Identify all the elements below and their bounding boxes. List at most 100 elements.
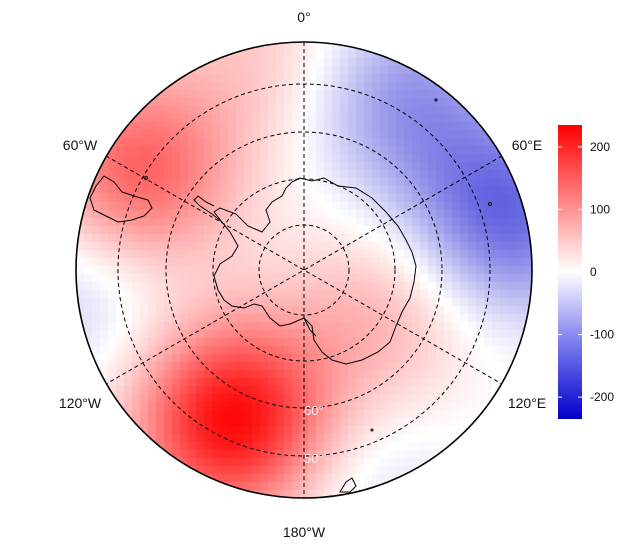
- field-cell: [316, 162, 325, 171]
- field-cell: [236, 218, 245, 227]
- field-cell: [212, 346, 221, 355]
- field-cell: [388, 378, 397, 387]
- field-cell: [340, 90, 349, 99]
- field-cell: [236, 114, 245, 123]
- field-cell: [412, 314, 421, 323]
- field-cell: [428, 322, 437, 331]
- field-cell: [116, 370, 125, 379]
- field-cell: [516, 314, 525, 323]
- field-cell: [404, 338, 413, 347]
- field-cell: [340, 82, 349, 91]
- field-cell: [420, 146, 429, 155]
- field-cell: [180, 146, 189, 155]
- field-cell: [252, 258, 261, 267]
- field-cell: [252, 82, 261, 91]
- field-cell: [348, 426, 357, 435]
- field-cell: [124, 130, 133, 139]
- antarctic-peninsula: [193, 195, 223, 223]
- field-cell: [476, 370, 485, 379]
- field-cell: [364, 282, 373, 291]
- field-cell: [164, 394, 173, 403]
- field-cell: [100, 218, 109, 227]
- field-cell: [348, 274, 357, 283]
- field-cell: [412, 154, 421, 163]
- field-cell: [252, 298, 261, 307]
- field-cell: [372, 394, 381, 403]
- field-cell: [420, 122, 429, 131]
- field-cell: [180, 458, 189, 467]
- field-cell: [308, 186, 317, 195]
- field-cell: [236, 234, 245, 243]
- field-cell: [460, 162, 469, 171]
- field-cell: [372, 170, 381, 179]
- field-cell: [452, 330, 461, 339]
- field-cell: [76, 266, 85, 275]
- field-cell: [292, 138, 301, 147]
- field-cell: [180, 322, 189, 331]
- field-cell: [156, 202, 165, 211]
- field-cell: [388, 362, 397, 371]
- field-cell: [292, 386, 301, 395]
- field-cell: [444, 146, 453, 155]
- field-cell: [372, 362, 381, 371]
- field-cell: [244, 362, 253, 371]
- field-cell: [388, 226, 397, 235]
- field-cell: [140, 146, 149, 155]
- field-cell: [268, 202, 277, 211]
- field-cell: [388, 298, 397, 307]
- field-cell: [300, 338, 309, 347]
- field-cell: [268, 154, 277, 163]
- field-cell: [292, 490, 301, 498]
- field-cell: [436, 346, 445, 355]
- field-cell: [100, 274, 109, 283]
- field-cell: [468, 266, 477, 275]
- field-cell: [132, 386, 141, 395]
- field-cell: [508, 178, 517, 187]
- field-cell: [292, 314, 301, 323]
- field-cell: [284, 306, 293, 315]
- field-cell: [268, 66, 277, 75]
- field-cell: [196, 450, 205, 459]
- field-cell: [396, 330, 405, 339]
- field-cell: [364, 178, 373, 187]
- field-cell: [492, 338, 501, 347]
- field-cell: [292, 154, 301, 163]
- field-cell: [188, 138, 197, 147]
- field-cell: [476, 354, 485, 363]
- field-cell: [380, 178, 389, 187]
- field-cell: [124, 138, 133, 147]
- field-cell: [244, 458, 253, 467]
- field-cell: [452, 418, 461, 427]
- field-cell: [148, 162, 157, 171]
- field-cell: [492, 234, 501, 243]
- field-cell: [356, 426, 365, 435]
- field-cell: [348, 130, 357, 139]
- field-cell: [300, 98, 309, 107]
- field-cell: [196, 426, 205, 435]
- field-cell: [276, 50, 285, 59]
- field-cell: [308, 66, 317, 75]
- field-cell: [228, 194, 237, 203]
- field-cell: [332, 330, 341, 339]
- field-cell: [468, 274, 477, 283]
- field-cell: [292, 450, 301, 459]
- field-cell: [324, 226, 333, 235]
- field-cell: [244, 394, 253, 403]
- field-cell: [260, 50, 269, 59]
- field-cell: [348, 442, 357, 451]
- field-cell: [308, 362, 317, 371]
- field-cell: [332, 434, 341, 443]
- field-cell: [172, 442, 181, 451]
- field-cell: [92, 314, 101, 323]
- field-cell: [396, 378, 405, 387]
- field-cell: [396, 202, 405, 211]
- field-cell: [172, 162, 181, 171]
- field-cell: [332, 258, 341, 267]
- coastlines: [89, 98, 492, 493]
- field-cell: [396, 298, 405, 307]
- field-cell: [356, 114, 365, 123]
- field-cell: [260, 250, 269, 259]
- field-cell: [244, 258, 253, 267]
- field-cell: [436, 338, 445, 347]
- field-cell: [252, 354, 261, 363]
